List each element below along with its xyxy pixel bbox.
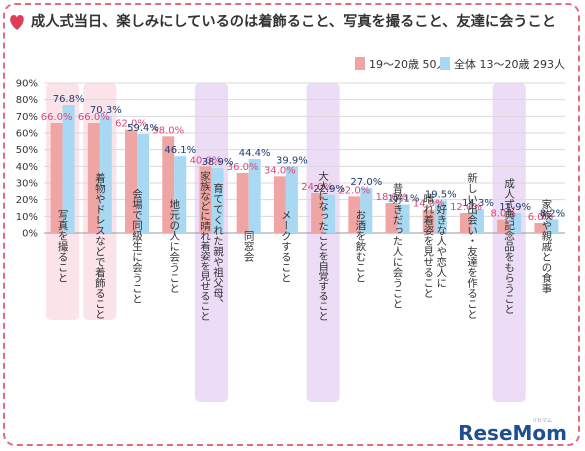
value-label-series-2: 39.9% bbox=[276, 156, 308, 167]
category-label: 同窓会 bbox=[243, 230, 255, 262]
value-label-series-2: 22.9% bbox=[313, 184, 345, 195]
category-label: 家族や親戚との食事 bbox=[540, 198, 552, 293]
category-label: 写真を撮ること bbox=[57, 209, 69, 283]
bar-series-1 bbox=[125, 129, 138, 233]
highlight-band bbox=[194, 83, 229, 402]
y-tick-label: 30% bbox=[16, 179, 38, 190]
value-label-series-1: 12.0% bbox=[450, 202, 482, 213]
bar-series-1 bbox=[87, 123, 100, 233]
value-label-series-1: 58.0% bbox=[152, 125, 184, 136]
value-label-series-1: 24.0% bbox=[301, 182, 333, 193]
category-label: 晴れ着姿を見せること bbox=[422, 193, 434, 299]
bar-series-2 bbox=[285, 166, 298, 233]
category-label: 新しい出会い・友達を作ること bbox=[466, 172, 478, 320]
y-tick-label: 70% bbox=[16, 112, 38, 123]
value-label-series-2: 8.2% bbox=[540, 208, 565, 219]
bar-series-1 bbox=[199, 166, 212, 233]
value-label-series-1: 18.0% bbox=[376, 192, 408, 203]
bar-series-1 bbox=[236, 173, 249, 233]
bar-series-2 bbox=[62, 105, 75, 233]
category-label: 会場で同級生に会うこと bbox=[131, 187, 143, 303]
category-label: 着物やドレスなどで着飾ること bbox=[94, 172, 106, 320]
bar-series-1 bbox=[273, 176, 286, 233]
bar-series-1 bbox=[385, 203, 398, 233]
category-label: 地元の人に会うこと bbox=[168, 198, 180, 293]
bar-series-1 bbox=[348, 196, 361, 233]
bar-series-1 bbox=[459, 213, 472, 233]
value-label-series-1: 8.0% bbox=[490, 209, 515, 220]
category-label: 好きな人や恋人に bbox=[435, 204, 447, 288]
bar-series-2 bbox=[211, 168, 224, 233]
watermark-small: リセマム bbox=[532, 418, 552, 424]
value-label-series-2: 70.3% bbox=[90, 105, 122, 116]
value-label-series-1: 34.0% bbox=[264, 165, 296, 176]
watermark-logo: ReseMom bbox=[458, 421, 567, 445]
value-label-series-2: 59.4% bbox=[127, 123, 159, 134]
legend-swatch-series-2 bbox=[440, 57, 450, 70]
bar-series-2 bbox=[323, 194, 336, 233]
value-label-series-2: 44.4% bbox=[239, 148, 271, 159]
value-label-series-1: 14.0% bbox=[413, 199, 445, 210]
legend-label-series-1: 19～20歳 50人 bbox=[369, 58, 448, 71]
bar-series-1 bbox=[534, 223, 547, 233]
bar-series-2 bbox=[509, 213, 522, 233]
category-label: 育ててくれた親や祖父母、 bbox=[212, 182, 224, 309]
y-tick-label: 80% bbox=[16, 95, 38, 106]
bar-series-2 bbox=[546, 219, 559, 233]
value-label-series-1: 66.0% bbox=[41, 112, 73, 123]
value-label-series-2: 27.0% bbox=[350, 177, 382, 188]
value-label-series-1: 36.0% bbox=[227, 162, 259, 173]
y-tick-label: 0% bbox=[22, 229, 38, 240]
value-label-series-1: 40.0% bbox=[190, 155, 222, 166]
bar-series-2 bbox=[174, 156, 187, 233]
category-label: 家族などに晴れ着姿を見せること bbox=[199, 170, 211, 321]
category-label: 昔好きだった人に会うこと bbox=[392, 183, 404, 309]
value-label-series-2: 19.5% bbox=[425, 190, 457, 201]
value-label-series-2: 38.9% bbox=[202, 157, 234, 168]
category-label: 成人式典記念品をもらうこと bbox=[503, 178, 515, 315]
value-label-series-2: 14.3% bbox=[462, 198, 494, 209]
bar-series-2 bbox=[99, 115, 112, 233]
value-label-series-1: 22.0% bbox=[338, 185, 370, 196]
chart-title: 成人式当日、楽しみにしているのは着飾ること、写真を撮ること、友達に会うこと bbox=[31, 13, 556, 30]
value-label-series-2: 17.1% bbox=[388, 194, 420, 205]
y-tick-label: 50% bbox=[16, 145, 38, 156]
value-label-series-2: 76.8% bbox=[53, 94, 85, 105]
bar-series-2 bbox=[137, 134, 150, 233]
value-label-series-2: 46.1% bbox=[164, 145, 196, 156]
bar-series-2 bbox=[434, 200, 447, 233]
heart-icon bbox=[10, 15, 24, 30]
y-tick-label: 60% bbox=[16, 129, 38, 140]
y-tick-label: 10% bbox=[16, 212, 38, 223]
highlight-band bbox=[492, 83, 526, 402]
highlight-band bbox=[306, 83, 340, 402]
category-label: メークすること bbox=[280, 209, 292, 283]
bar-series-1 bbox=[497, 219, 510, 233]
bar-series-2 bbox=[360, 188, 373, 233]
y-tick-label: 90% bbox=[16, 79, 38, 90]
bar-series-2 bbox=[397, 204, 410, 233]
legend-swatch-series-1 bbox=[355, 57, 365, 70]
value-label-series-2: 11.9% bbox=[499, 202, 531, 213]
bar-series-1 bbox=[162, 136, 175, 233]
category-label: 大人になったことを自覚すること bbox=[317, 170, 329, 321]
bar-series-1 bbox=[422, 209, 435, 233]
bar-series-1 bbox=[50, 123, 63, 233]
value-label-series-1: 6.0% bbox=[528, 212, 553, 223]
legend-label-series-2: 全体 13～20歳 293人 bbox=[454, 57, 565, 71]
category-label: お酒を飲むこと bbox=[354, 209, 366, 283]
value-label-series-1: 66.0% bbox=[78, 112, 110, 123]
bar-series-2 bbox=[471, 209, 484, 233]
bar-series-2 bbox=[248, 159, 261, 233]
y-tick-label: 40% bbox=[16, 162, 38, 173]
bar-series-1 bbox=[311, 193, 324, 233]
value-label-series-1: 62.0% bbox=[115, 119, 147, 130]
y-tick-label: 20% bbox=[16, 195, 38, 206]
